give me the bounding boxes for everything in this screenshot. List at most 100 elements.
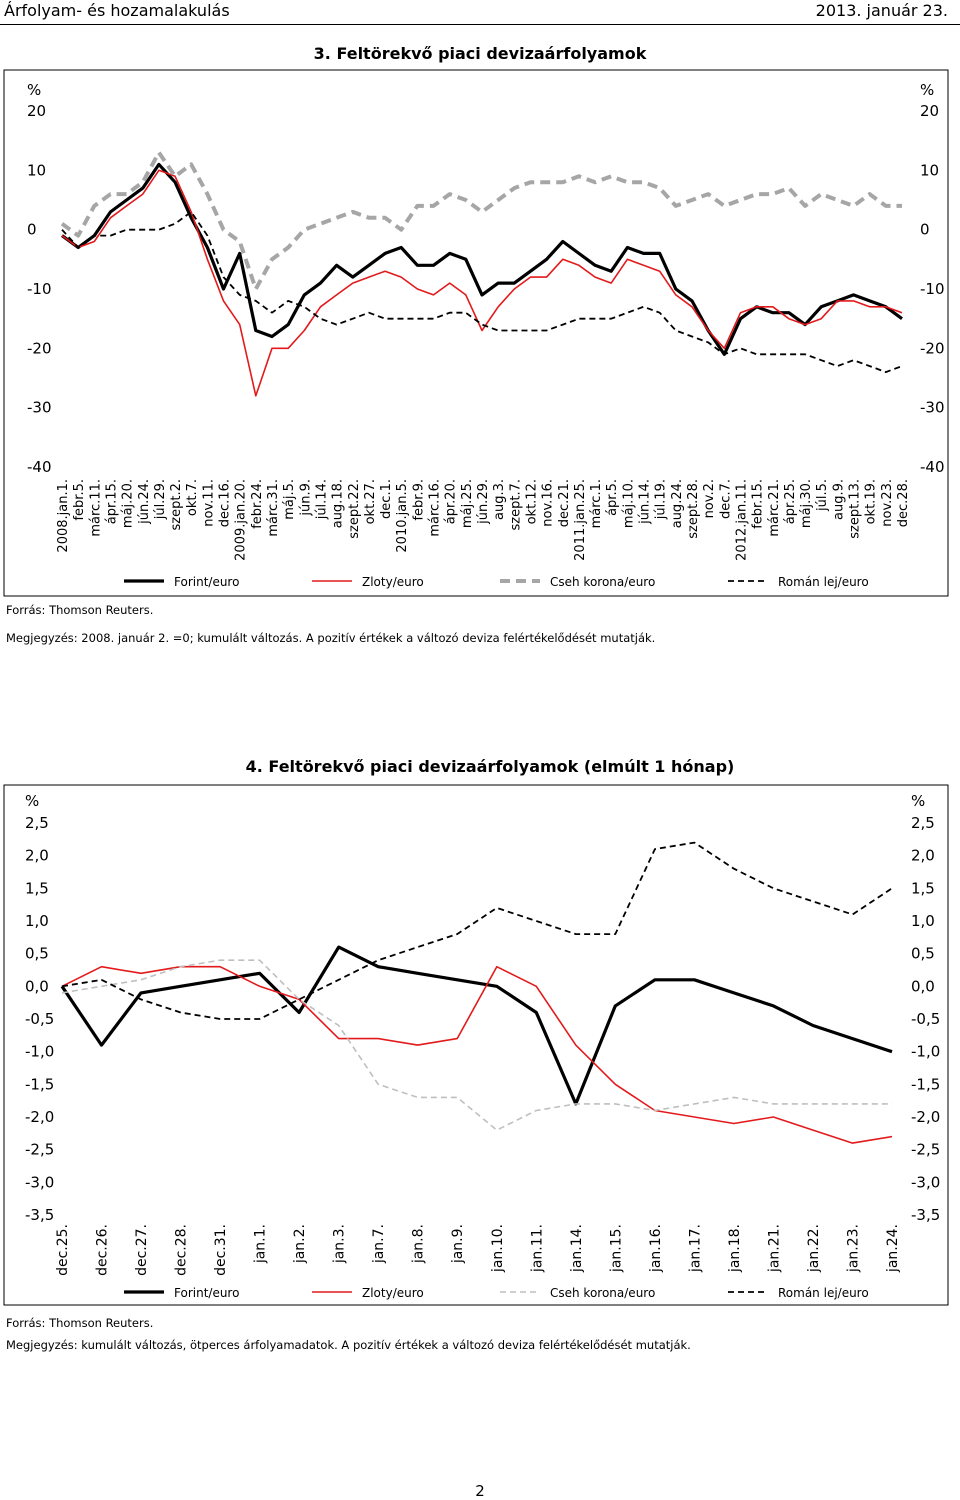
chart3-xtick-label: febr.5. [72,479,87,521]
chart4-ytick-right: 2,0 [911,847,935,865]
chart3-xtick-label: febr.15. [751,479,766,529]
chart4-ytick-left: -2,5 [25,1141,54,1159]
chart3-xtick-label: márc.21. [767,479,782,537]
chart3-xtick-label: febr.9. [411,479,426,521]
chart3-xtick-label: ápr.25. [783,479,798,524]
chart3-remark: Megjegyzés: 2008. január 2. =0; kumulált… [6,631,656,645]
chart4-ytick-left: 1,0 [25,912,49,930]
chart3-xtick-label: máj.30. [799,479,814,528]
chart3-xtick-label: dec.1. [379,479,394,519]
chart3-series-line-2 [61,169,903,397]
chart4-xtick-label: jan.16. [648,1224,664,1273]
chart3-xtick-label: márc.11. [88,479,103,537]
chart4-ytick-right: -2,5 [911,1141,940,1159]
chart3-xtick-label: jún.14. [638,479,653,525]
chart3-xtick-label: szept.7. [508,479,523,530]
chart4-ytick-left: 0,0 [25,977,49,995]
chart3-xtick-label: júl.19. [654,479,669,520]
chart3-ytick-right: -40 [920,458,945,476]
chart3-xtick-label: aug.18. [331,479,346,528]
chart3-xtick-label: aug.9. [831,479,846,520]
chart4-xtick-label: dec.25. [55,1224,71,1276]
chart3-xtick-label: 2008.jan.1. [56,479,71,553]
chart3-xtick-label: dec.7. [718,479,733,519]
chart3-xtick-label: 2009.jan.20. [234,479,249,561]
chart4-xtick-label: dec.27. [134,1224,150,1276]
chart4-xtick-label: jan.1. [253,1224,269,1264]
chart3-xtick-label: júl.5. [815,479,830,512]
chart3-xtick-label: 2011.jan.25. [573,479,588,561]
chart3-xtick-label: ápr.15. [104,479,119,524]
chart3-xtick-label: aug.3. [492,479,507,520]
chart3-series-line-4 [61,210,903,374]
chart3-xtick-label: okt.27. [363,479,378,524]
chart3-legend-label-4: Román lej/euro [778,575,869,589]
chart4-ytick-right: 0,0 [911,977,935,995]
header-date: 2013. január 23. [815,1,948,20]
chart4-ytick-left: -3,0 [25,1173,54,1191]
chart3-ytick-right: -10 [920,280,945,298]
chart3-legend-label-1: Forint/euro [174,575,239,589]
chart3-xtick-label: jún.24. [137,479,152,525]
chart3-xtick-label: máj.25. [460,479,475,528]
chart3-xtick-label: nov.16. [541,479,556,527]
chart3-xtick-label: nov.23. [880,479,895,527]
chart4-xtick-label: jan.22. [806,1224,822,1273]
chart3-xtick-label: okt.12. [524,479,539,524]
chart4-series-line-1 [60,945,893,1106]
chart3-xtick-label: máj.20. [121,479,136,528]
chart3-legend-label-2: Zloty/euro [362,575,424,589]
chart4-xtick-label: jan.18. [727,1224,743,1273]
chart3-xtick-label: júl.14. [314,479,329,520]
chart4-xtick-label: jan.23. [845,1224,861,1273]
chart4-source: Forrás: Thomson Reuters. [6,1316,154,1330]
chart3-ytick-right: -30 [920,399,945,417]
chart4-ytick-left: -3,5 [25,1206,54,1224]
chart3-ytick-right: 0 [920,221,930,239]
chart4-ytick-left: 1,5 [25,879,49,897]
chart4-ytick-left: -1,5 [25,1075,54,1093]
chart3-ytick-left: 20 [27,102,46,120]
chart4-title: 4. Feltörekvő piaci devizaárfolyamok (el… [245,757,735,776]
chart3-xtick-label: okt.19. [864,479,879,524]
chart3-ylabel-right: % [920,81,934,99]
chart3-xtick-label: ápr.20. [444,479,459,524]
chart3-xtick-label: 2012.jan.11. [734,479,749,561]
chart4-xtick-label: jan.8. [411,1224,427,1264]
chart4-xtick-label: dec.31. [213,1224,229,1276]
chart3-ytick-right: -20 [920,339,945,357]
chart4-ytick-left: 0,5 [25,945,49,963]
chart3-xtick-label: ápr.5. [605,479,620,516]
page-header: Árfolyam- és hozamalakulás 2013. január … [0,0,960,25]
chart4-ylabel-left: % [25,792,39,810]
chart3-xtick-label: dec.21. [557,479,572,527]
chart4-xtick-label: jan.17. [687,1224,703,1273]
chart3-xtick-label: szept.2. [169,479,184,530]
chart3-xtick-label: febr.24. [250,479,265,529]
chart4-xtick-label: jan.10. [490,1224,506,1273]
chart3-xtick-label: szept.28. [686,479,701,539]
chart3-ytick-right: 20 [920,102,939,120]
header-title: Árfolyam- és hozamalakulás [4,1,230,20]
chart4-ytick-left: -0,5 [25,1010,54,1028]
chart3-xtick-label: márc.1. [589,479,604,528]
chart3-xtick-label: dec.28. [896,479,911,527]
chart4-ytick-left: 2,0 [25,847,49,865]
chart3-ytick-left: -20 [27,339,52,357]
chart3-ytick-left: -40 [27,458,52,476]
chart4-ylabel-right: % [911,792,925,810]
chart4-legend-label-2: Zloty/euro [362,1286,424,1300]
chart3-title: 3. Feltörekvő piaci devizaárfolyamok [313,44,647,63]
chart3-frame [3,69,949,597]
chart3-source: Forrás: Thomson Reuters. [6,603,154,617]
chart3-xtick-label: okt.7. [185,479,200,516]
chart3-xtick-label: nov.2. [702,479,717,518]
chart3-ytick-left: 0 [27,221,37,239]
chart4-ytick-right: -2,0 [911,1108,940,1126]
chart4-ytick-left: 2,5 [25,814,49,832]
chart4-remark: Megjegyzés: kumulált változás, ötperces … [6,1338,691,1352]
chart3-series-line-3 [60,150,902,291]
chart4-ytick-right: -1,0 [911,1043,940,1061]
chart4-legend-label-3: Cseh korona/euro [550,1286,655,1300]
chart3-xtick-label: márc.16. [428,479,443,537]
